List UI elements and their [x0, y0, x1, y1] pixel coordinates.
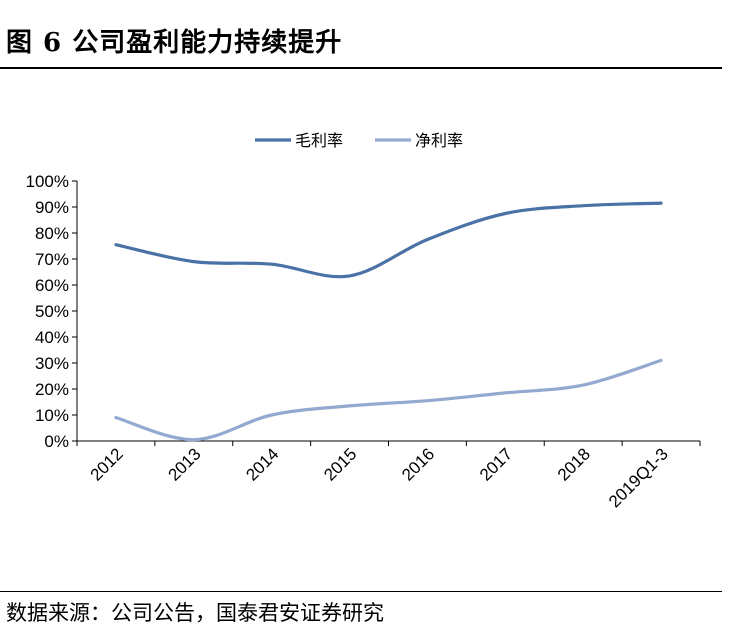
line-chart: 毛利率 净利率 0% 10% 20% 30% 40% 50% 60% 70% 80% 90% 100%…	[26, 131, 701, 511]
y-axis: 0% 10% 20% 30% 40% 50% 60% 70% 80% 90% 100%	[26, 172, 78, 451]
y-tick-label: 80%	[35, 224, 69, 243]
x-tick-label: 2019Q1-3	[605, 444, 672, 511]
x-tick-label: 2012	[87, 444, 127, 484]
series-line-1	[114, 201, 663, 279]
chart-legend: 毛利率 净利率	[255, 131, 463, 150]
source-rule	[0, 591, 722, 592]
y-tick-label: 20%	[35, 380, 69, 399]
chart-series	[114, 201, 663, 442]
title-rule	[0, 67, 722, 69]
y-tick-label: 30%	[35, 354, 69, 373]
x-tick-label: 2014	[242, 444, 282, 484]
y-tick-label: 50%	[35, 302, 69, 321]
series-line-2	[114, 358, 663, 442]
y-tick-label: 10%	[35, 406, 69, 425]
x-tick-label: 2013	[164, 444, 204, 484]
x-tick-label: 2016	[398, 444, 438, 484]
y-tick-label: 60%	[35, 276, 69, 295]
figure-title: 图 6 公司盈利能力持续提升	[6, 28, 343, 58]
x-tick-label: 2015	[320, 444, 360, 484]
y-tick-label: 90%	[35, 198, 69, 217]
y-tick-label: 0%	[44, 432, 69, 451]
legend-label-1: 毛利率	[295, 131, 343, 150]
legend-label-2: 净利率	[415, 131, 463, 150]
y-tick-label: 40%	[35, 328, 69, 347]
source-note: 数据来源：公司公告，国泰君安证券研究	[6, 601, 384, 625]
x-axis: 2012 2013 2014 2015 2016 2017 2018 2019Q1-3	[76, 440, 701, 511]
x-tick-label: 2018	[554, 444, 594, 484]
x-tick-label: 2017	[476, 444, 516, 484]
y-tick-label: 70%	[35, 250, 69, 269]
y-tick-label: 100%	[26, 172, 69, 191]
